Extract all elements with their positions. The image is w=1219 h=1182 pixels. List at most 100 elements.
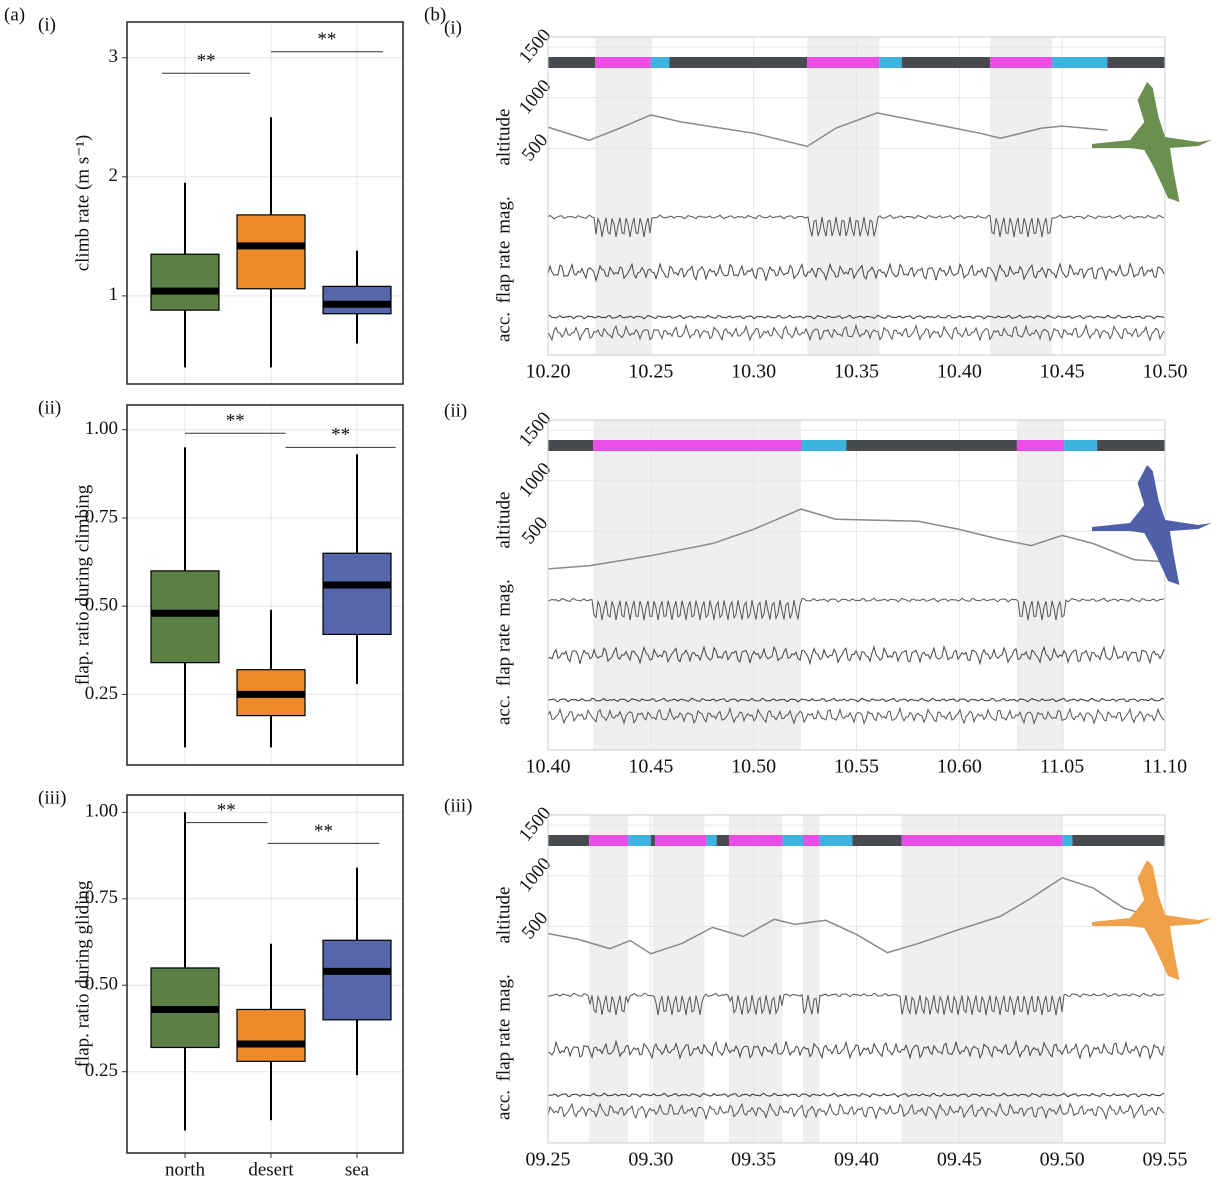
x-tick-label: 10.45 [1040, 361, 1085, 383]
box [236, 214, 306, 290]
row-label: acc. [493, 312, 514, 342]
significance-label: ** [197, 51, 216, 72]
panel-number: (ii) [444, 400, 467, 421]
behaviour-segment [1097, 440, 1165, 451]
shaded-period [807, 37, 880, 355]
row-label: acc. [493, 1090, 514, 1120]
panel-number: (iii) [38, 787, 67, 808]
row-label: flap rate [493, 624, 514, 687]
x-tick-label: 10.20 [526, 361, 571, 383]
row-label: altitude [493, 109, 514, 166]
behaviour-segment [1072, 835, 1165, 846]
behaviour-segment [548, 835, 590, 846]
y-tick-label: 1.00 [85, 801, 118, 822]
plot-frame [547, 814, 1166, 1144]
acc-trace [547, 697, 1165, 703]
x-tick-label: 10.25 [628, 361, 673, 383]
flap-rate-trace [547, 644, 1165, 666]
x-tick-label: north [165, 1159, 206, 1180]
mag-trace [547, 597, 1165, 621]
y-tick-label: 0.50 [85, 595, 118, 616]
y-tick-label: 1000 [515, 459, 556, 502]
significance-label: ** [331, 425, 350, 446]
y-tick-label: 0.75 [85, 887, 118, 908]
behaviour-segment [990, 57, 1052, 68]
y-tick-label: 2 [109, 165, 119, 186]
shaded-period [728, 815, 783, 1143]
behaviour-segment [819, 835, 853, 846]
row-label: flap rate [493, 241, 514, 304]
panel-number: (i) [444, 17, 462, 38]
x-tick-label: 10.60 [937, 756, 982, 778]
plot-frame [126, 21, 404, 385]
shaded-period [593, 420, 801, 750]
x-tick-label: 10.30 [731, 361, 776, 383]
x-tick-label: 11.05 [1040, 756, 1084, 778]
x-tick-label: 10.50 [1143, 361, 1188, 383]
behaviour-segment [650, 57, 670, 68]
bird-silhouette [1092, 465, 1212, 585]
acc-trace [547, 1092, 1165, 1098]
bird-shape [1092, 82, 1212, 202]
x-tick-label: 10.55 [834, 756, 879, 778]
acc-trace [547, 323, 1165, 342]
behaviour-segment [803, 835, 820, 846]
altitude-line [547, 508, 1166, 570]
x-tick-label: 10.40 [937, 361, 982, 383]
row-label: altitude [493, 887, 514, 944]
flap-rate-trace [547, 262, 1165, 283]
behaviour-segment [901, 57, 991, 68]
x-tick-label: 10.35 [834, 361, 879, 383]
behaviour-segment [595, 57, 651, 68]
row-label: flap rate [493, 1019, 514, 1082]
behaviour-segment [852, 835, 902, 846]
acc-trace [548, 314, 1165, 320]
shaded-period [595, 37, 651, 355]
behaviour-segment [654, 835, 707, 846]
y-tick-label: 1.00 [85, 418, 118, 439]
panel-number: (ii) [38, 397, 61, 418]
y-axis-label: flap. ratio during gliding [72, 880, 93, 1067]
behaviour-segment [593, 440, 801, 451]
behaviour-segment [548, 57, 596, 68]
x-tick-label: sea [345, 1159, 370, 1180]
y-tick-label: 1000 [515, 76, 556, 119]
behaviour-segment [1062, 835, 1073, 846]
acc-trace [547, 706, 1165, 725]
mag-trace [547, 992, 1165, 1016]
mag-trace [547, 214, 1164, 238]
x-tick-label: desert [248, 1159, 294, 1180]
behaviour-segment [1107, 57, 1165, 68]
significance-label: ** [317, 29, 336, 50]
x-tick-label: 10.40 [526, 756, 571, 778]
y-tick-label: 500 [518, 513, 552, 548]
shaded-period [589, 815, 629, 1143]
x-tick-label: 09.55 [1143, 1149, 1188, 1171]
box [150, 253, 220, 311]
acc-trace [547, 1102, 1165, 1121]
y-tick-label: 0.25 [85, 1060, 118, 1081]
panel-label: (a) [4, 4, 25, 25]
behaviour-segment [650, 835, 655, 846]
plot-frame [126, 404, 404, 766]
behaviour-segment [1016, 440, 1065, 451]
x-tick-label: 10.45 [628, 756, 673, 778]
x-tick-label: 09.45 [937, 1149, 982, 1171]
behaviour-segment [901, 835, 1063, 846]
row-label: altitude [493, 492, 514, 549]
behaviour-segment [782, 835, 804, 846]
behaviour-segment [807, 57, 880, 68]
box [150, 570, 220, 664]
y-tick-label: 1 [109, 284, 119, 305]
panel-number: (iii) [444, 795, 473, 816]
behaviour-segment [879, 57, 902, 68]
x-tick-label: 11.10 [1143, 756, 1187, 778]
y-tick-label: 500 [518, 908, 552, 943]
plot-frame [547, 419, 1166, 751]
behaviour-segment [706, 835, 717, 846]
bird-shape [1092, 465, 1212, 585]
behaviour-segment [716, 835, 729, 846]
shaded-period [1016, 420, 1065, 750]
panel-label: (b) [424, 4, 446, 25]
